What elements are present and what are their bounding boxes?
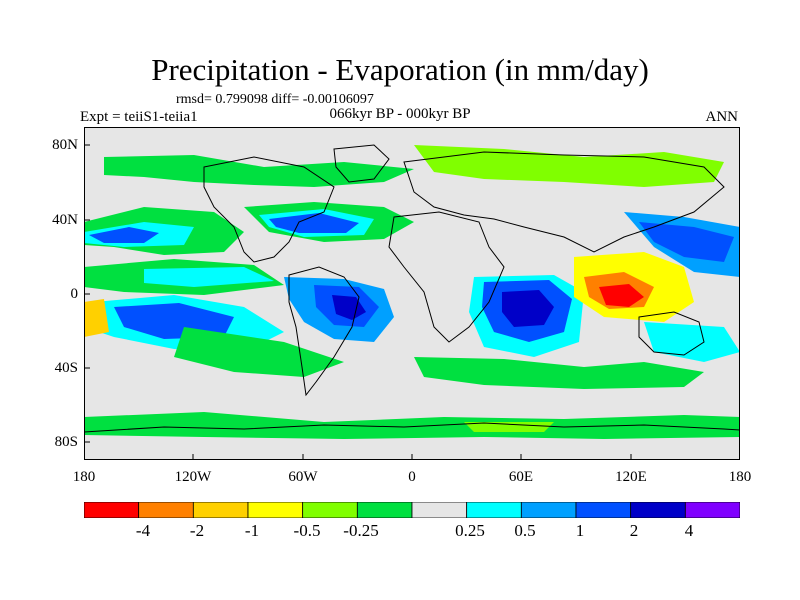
colorbar-swatch — [411, 502, 468, 518]
colorbar-swatch — [84, 502, 140, 518]
y-tick-label: 40S — [54, 360, 78, 376]
colorbar-swatch — [520, 502, 577, 518]
y-ticks — [84, 144, 90, 443]
colorbar — [84, 502, 740, 518]
colorbar-swatch — [684, 502, 740, 518]
plot-title: Precipitation - Evaporation (in mm/day) — [151, 52, 649, 87]
x-tick-label: 60E — [508, 469, 534, 485]
antarctic-yellow — [464, 422, 554, 432]
colorbar-label: 2 — [629, 521, 639, 540]
colorbar-label: 4 — [684, 521, 694, 540]
x-tick-label: 120W — [174, 469, 212, 485]
stats-text: rmsd= 0.799098 diff= -0.00106097 — [176, 92, 374, 107]
colorbar-label: -0.25 — [343, 521, 379, 540]
south-america-outline — [288, 266, 360, 397]
colorbar-label: 0.25 — [455, 521, 485, 540]
colorbar-swatch — [466, 502, 522, 518]
colorbar-swatch — [356, 502, 413, 518]
east-pacific-orange — [84, 299, 109, 337]
north-atlantic-blue — [269, 213, 359, 233]
colorbar-swatch — [302, 502, 358, 518]
y-tick-label: 40N — [52, 212, 78, 228]
map-plot — [84, 127, 740, 460]
maritime-red — [599, 284, 644, 307]
x-ticks — [192, 454, 632, 460]
south-indian-green — [414, 357, 704, 389]
y-tick-label: 80N — [52, 137, 78, 153]
colorbar-label: 0.5 — [514, 521, 536, 540]
colorbar-label: 1 — [575, 521, 585, 540]
west-pacific-darkblue — [639, 222, 734, 262]
colorbar-label: -4 — [135, 521, 151, 540]
eurasia-outline — [403, 151, 725, 253]
siberia-green-band — [414, 145, 724, 187]
period-label: 066kyr BP - 000kyr BP — [329, 106, 471, 122]
antarctic-green — [84, 412, 740, 439]
y-tick-label: 0 — [70, 286, 79, 302]
map-panel — [84, 127, 740, 460]
greenland-outline — [333, 144, 390, 183]
australia-outline — [638, 311, 705, 356]
x-tick-label: 180 — [72, 469, 96, 485]
x-tick-label: 180 — [728, 469, 752, 485]
colorbar-label: -0.5 — [293, 521, 321, 540]
colorbar-swatch — [630, 502, 686, 518]
colorbar-label: -2 — [189, 521, 205, 540]
continent-outlines — [84, 144, 740, 433]
colorbar-label: -1 — [244, 521, 260, 540]
antarctica-outline — [84, 422, 740, 433]
australia-cyan — [644, 322, 740, 362]
y-tick-label: 80S — [54, 434, 78, 450]
arctic-green-band — [104, 155, 414, 187]
colorbar-swatch — [247, 502, 304, 518]
colorbar-swatch — [138, 502, 194, 518]
indian-ocean-deepblue — [502, 290, 554, 327]
tropical-pacific-cyan — [144, 267, 274, 287]
anomaly-fields — [84, 145, 740, 439]
x-tick-label: 60W — [288, 469, 318, 485]
africa-outline — [388, 211, 505, 343]
north-pacific-blue — [89, 227, 159, 243]
x-tick-label: 120E — [615, 469, 647, 485]
north-america-outline — [203, 156, 335, 263]
colorbar-swatch — [575, 502, 632, 518]
colorbar-swatch — [192, 502, 249, 518]
experiment-label: Expt = teiiS1-teiia1 — [80, 109, 198, 125]
season-label: ANN — [705, 109, 739, 125]
x-tick-label: 0 — [408, 469, 416, 485]
